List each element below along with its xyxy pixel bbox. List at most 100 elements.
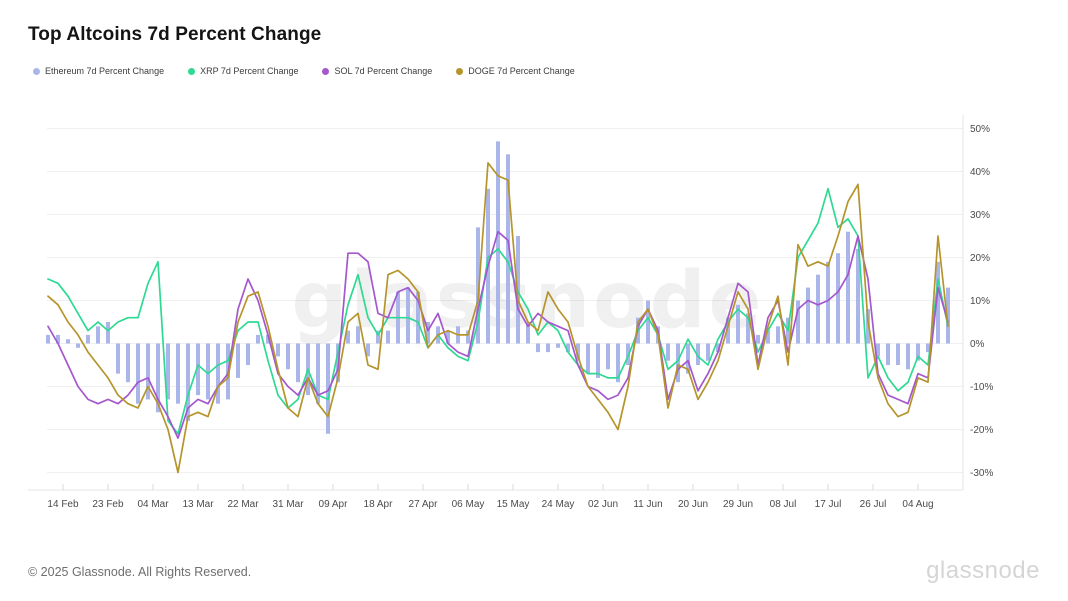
bar [176,343,180,404]
bar [606,343,610,370]
bar [46,334,50,344]
axes [28,115,964,491]
doge-legend-dot-icon [456,67,464,75]
y-tick-label: 50% [970,124,990,135]
bar [676,343,680,383]
x-tick-label: 18 Apr [364,499,394,510]
y-tick-label: -30% [970,468,993,479]
x-tick-label: 29 Jun [723,499,753,510]
y-tick-label: 0% [970,339,985,350]
y-tick-label: 30% [970,210,990,221]
bar [716,343,720,353]
legend-item-xrp[interactable]: XRP 7d Percent Change [188,66,298,76]
bar [896,343,900,365]
bar [646,300,650,344]
bar [316,343,320,404]
y-tick-label: 10% [970,296,990,307]
bar [856,248,860,344]
bar [806,287,810,344]
bar [326,343,330,434]
bar [356,326,360,344]
legend-item-doge[interactable]: DOGE 7d Percent Change [456,66,575,76]
bar [86,334,90,344]
x-tick-label: 20 Jun [678,499,708,510]
bar [76,343,80,348]
bar [926,343,930,353]
bar [56,334,60,344]
x-tick-label: 11 Jun [633,499,662,510]
x-tick-label: 13 Mar [182,499,214,510]
series-doge-line[interactable] [47,162,949,474]
bar [106,322,110,344]
bar [506,154,510,344]
bar [426,322,430,344]
bar [776,326,780,344]
legend-item-label: Ethereum 7d Percent Change [45,66,165,76]
x-tick-label: 04 Aug [902,499,933,510]
ethereum-legend-dot-icon [33,67,40,75]
x-tick-label: 23 Feb [92,499,124,510]
series-ethereum-bars[interactable] [46,141,950,434]
bar [206,343,210,400]
series-xrp-line[interactable] [47,187,949,435]
x-tick-label: 02 Jun [588,499,618,510]
x-axis-labels: 14 Feb 23 Feb 04 Mar 13 Mar 22 Mar 31 Mar 09 A… [47,484,934,510]
bar [746,313,750,344]
legend-item-ethereum[interactable]: Ethereum 7d Percent Change [33,66,164,76]
series-sol-line[interactable] [47,230,949,439]
legend-item-sol[interactable]: SOL 7d Percent Change [322,66,432,76]
bar [376,330,380,344]
bar [186,343,190,421]
x-tick-label: 15 May [497,499,530,510]
chart-canvas[interactable]: glassnode50%40%30%20%10%0%-10%-20%-30%14… [0,0,1068,540]
footer: © 2025 Glassnode. All Rights Reserved. g… [0,539,1068,601]
bar [216,343,220,404]
bar [886,343,890,365]
bar [756,334,760,344]
bar [576,343,580,361]
sol-legend-dot-icon [322,67,330,75]
bar [736,304,740,344]
bar [616,343,620,383]
bar [566,343,570,353]
legend-item-label: XRP 7d Percent Change [200,66,299,76]
bar [66,339,70,344]
bar [666,343,670,361]
x-tick-label: 31 Mar [272,499,304,510]
bar [696,343,700,365]
bar [416,291,420,344]
bar [156,343,160,413]
bar [816,274,820,344]
bar [96,326,100,344]
bar [946,287,950,344]
x-tick-label: 09 Apr [319,499,349,510]
bar [126,343,130,383]
bar [906,343,910,370]
bar [466,330,470,344]
bar [476,227,480,344]
copyright-text: © 2025 Glassnode. All Rights Reserved. [28,565,252,579]
bar [406,287,410,344]
bar [876,343,880,357]
x-tick-label: 08 Jul [770,499,797,510]
legend-item-label: DOGE 7d Percent Change [468,66,575,76]
y-axis-labels: 50% 40% 30% 20% 10% 0% -10% -20% -30% [970,124,993,479]
grid-lines [47,128,963,473]
bar [256,334,260,344]
y-tick-label: -10% [970,382,993,393]
bar [556,343,560,348]
y-tick-label: 40% [970,167,990,178]
x-tick-label: 17 Jul [815,499,842,510]
bar [246,343,250,365]
y-tick-label: 20% [970,253,990,264]
bar [546,343,550,353]
bar [346,330,350,344]
bar [526,322,530,344]
bar [796,300,800,344]
x-tick-label: 26 Jul [860,499,887,510]
legend-item-label: SOL 7d Percent Change [334,66,433,76]
bar [386,330,390,344]
bar [916,343,920,361]
glassnode-wordmark: glassnode [926,557,1040,584]
